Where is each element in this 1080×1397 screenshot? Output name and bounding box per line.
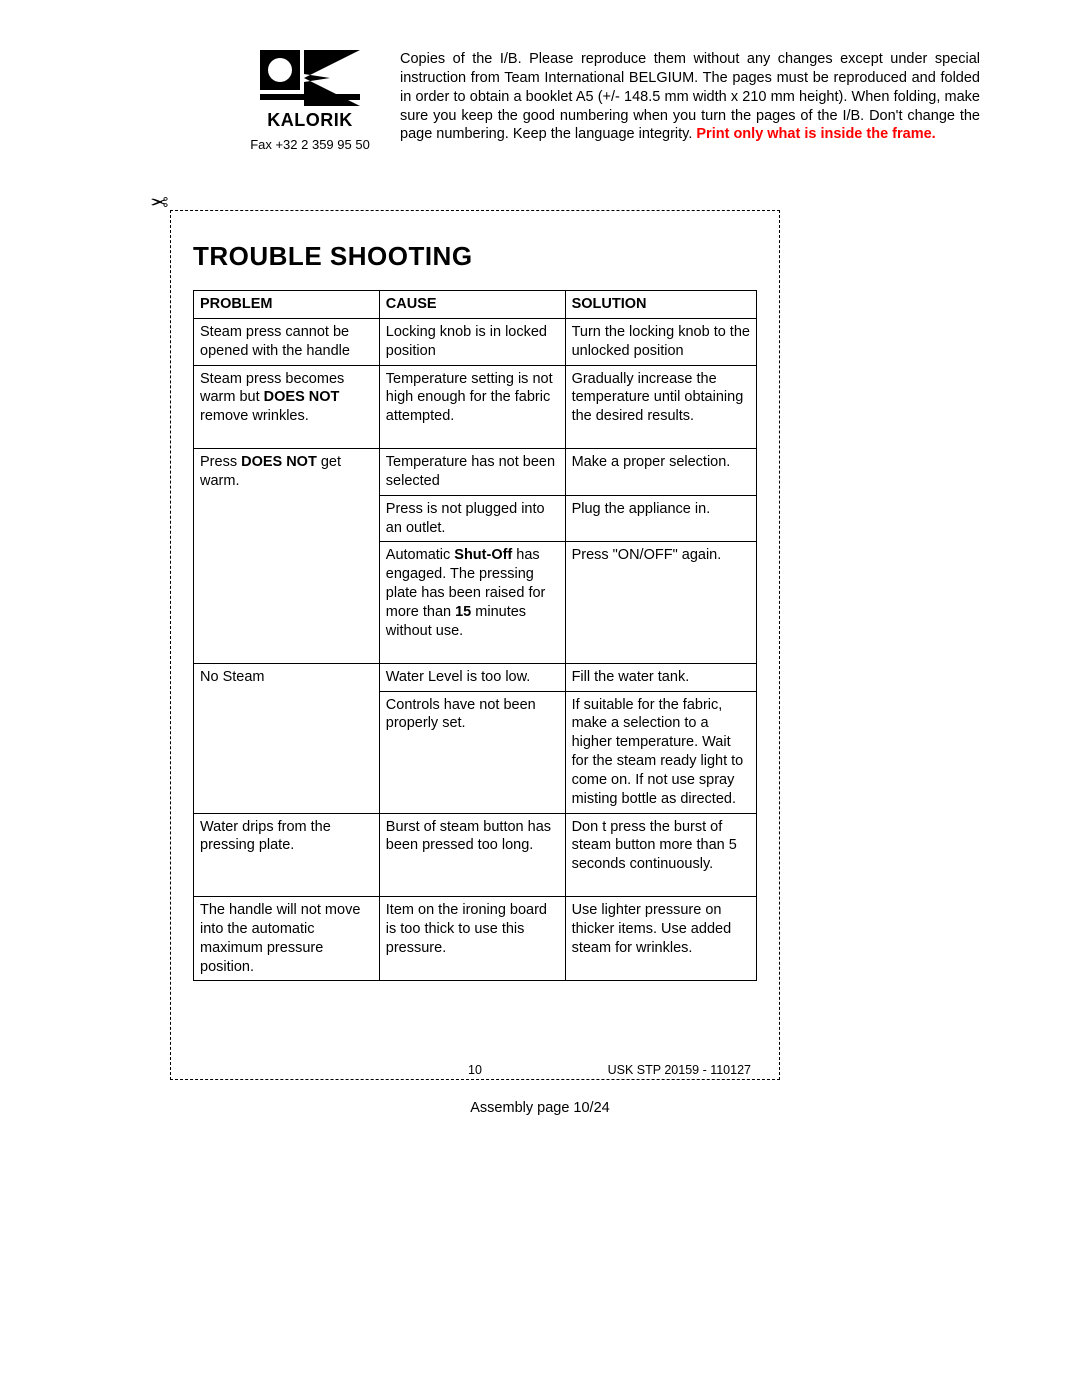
cell-cause: Controls have not been properly set. xyxy=(379,691,565,813)
cell-problem: Steam press becomes warm but DOES NOT re… xyxy=(194,365,380,449)
table-row: Steam press becomes warm but DOES NOT re… xyxy=(194,365,757,449)
cell-solution: Make a proper selection. xyxy=(565,449,756,496)
table-header-row: PROBLEM CAUSE SOLUTION xyxy=(194,291,757,319)
text-bold: DOES NOT xyxy=(264,389,340,405)
assembly-line: Assembly page 10/24 xyxy=(0,1100,1080,1116)
section-title: TROUBLE SHOOTING xyxy=(193,241,757,272)
scissor-icon: ✂ xyxy=(150,190,168,216)
text-bold: Shut-Off xyxy=(454,547,512,563)
table-row: Steam press cannot be opened with the ha… xyxy=(194,318,757,365)
fax-line: Fax +32 2 359 95 50 xyxy=(250,137,370,152)
cell-solution: Don t press the burst of steam button mo… xyxy=(565,813,756,897)
cell-problem: Water drips from the pressing plate. xyxy=(194,813,380,897)
cell-cause: Locking knob is in locked position xyxy=(379,318,565,365)
cell-problem: Steam press cannot be opened with the ha… xyxy=(194,318,380,365)
text-bold: DOES NOT xyxy=(241,454,317,470)
cell-solution: Use lighter pressure on thicker items. U… xyxy=(565,897,756,981)
cell-cause: Temperature has not been selected xyxy=(379,449,565,496)
text: Automatic xyxy=(386,547,455,563)
troubleshooting-table: PROBLEM CAUSE SOLUTION Steam press canno… xyxy=(193,290,757,981)
header-instructions: Copies of the I/B. Please reproduce them… xyxy=(400,50,980,152)
cell-cause: Water Level is too low. xyxy=(379,663,565,691)
cell-solution: Turn the locking knob to the unlocked po… xyxy=(565,318,756,365)
page-root: KALORIK Fax +32 2 359 95 50 Copies of th… xyxy=(0,0,1080,1397)
page-number: 10 xyxy=(468,1063,482,1077)
header-red-text: Print only what is inside the frame. xyxy=(696,126,935,142)
col-header-solution: SOLUTION xyxy=(565,291,756,319)
cell-cause: Item on the ironing board is too thick t… xyxy=(379,897,565,981)
table-row: The handle will not move into the automa… xyxy=(194,897,757,981)
cell-solution: Gradually increase the temperature until… xyxy=(565,365,756,449)
cell-solution: Press "ON/OFF" again. xyxy=(565,542,756,663)
text-bold: 15 xyxy=(455,604,471,620)
logo-wordmark: KALORIK xyxy=(250,110,370,131)
table-row: Water drips from the pressing plate. Bur… xyxy=(194,813,757,897)
printable-frame: TROUBLE SHOOTING PROBLEM CAUSE SOLUTION … xyxy=(170,210,780,1080)
cell-cause: Automatic Shut-Off has engaged. The pres… xyxy=(379,542,565,663)
cell-cause: Temperature setting is not high enough f… xyxy=(379,365,565,449)
col-header-cause: CAUSE xyxy=(379,291,565,319)
doc-reference: USK STP 20159 - 110127 xyxy=(608,1063,751,1077)
cell-problem: Press DOES NOT get warm. xyxy=(194,449,380,664)
text: remove wrinkles. xyxy=(200,408,309,424)
table-row: No Steam Water Level is too low. Fill th… xyxy=(194,663,757,691)
cell-solution: Fill the water tank. xyxy=(565,663,756,691)
cell-problem: The handle will not move into the automa… xyxy=(194,897,380,981)
cell-cause: Press is not plugged into an outlet. xyxy=(379,495,565,542)
cell-problem: No Steam xyxy=(194,663,380,813)
header-row: KALORIK Fax +32 2 359 95 50 Copies of th… xyxy=(250,50,980,152)
kalorik-logo-icon xyxy=(260,50,360,106)
cell-cause: Burst of steam button has been pressed t… xyxy=(379,813,565,897)
text: Press xyxy=(200,454,241,470)
logo-block: KALORIK Fax +32 2 359 95 50 xyxy=(250,50,370,152)
cell-solution: If suitable for the fabric, make a selec… xyxy=(565,691,756,813)
col-header-problem: PROBLEM xyxy=(194,291,380,319)
table-row: Press DOES NOT get warm. Temperature has… xyxy=(194,449,757,496)
cell-solution: Plug the appliance in. xyxy=(565,495,756,542)
